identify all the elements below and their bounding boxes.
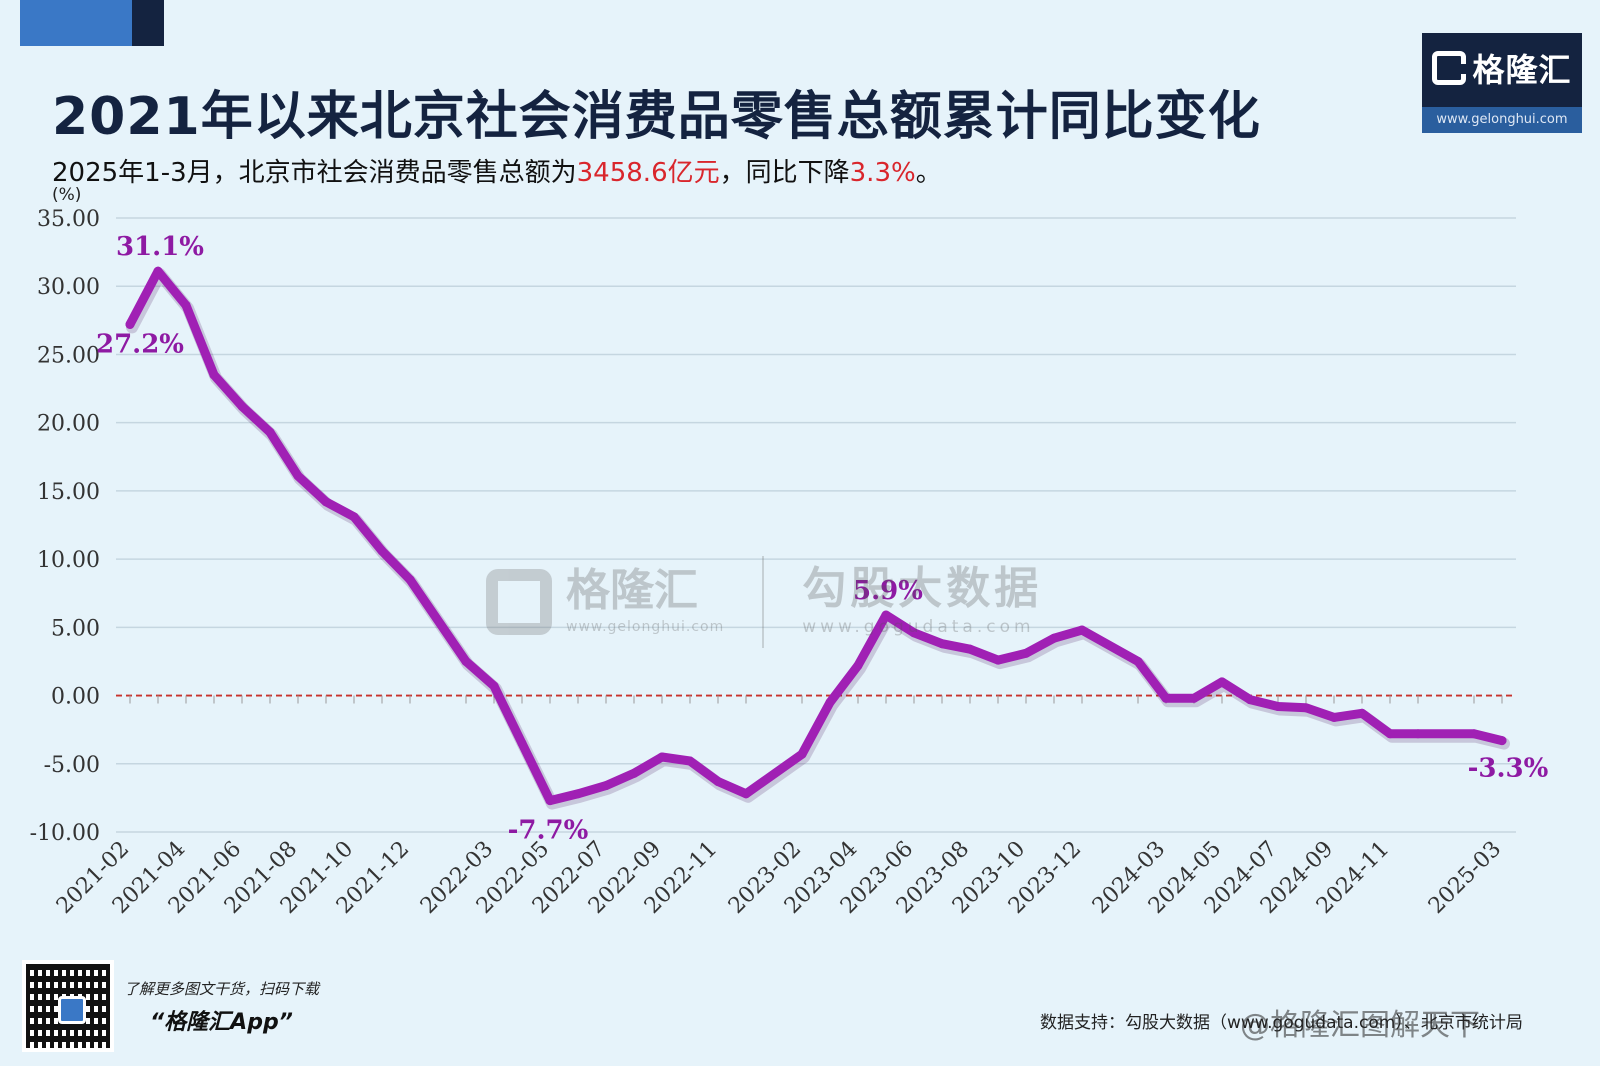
y-tick-label: 5.00: [51, 616, 100, 641]
data-point: [265, 427, 275, 437]
data-point: [293, 471, 303, 481]
y-tick-label: 35.00: [37, 207, 100, 232]
subtitle-text-1: 2025年1-3月，北京市社会消费品零售总额为: [52, 158, 577, 188]
data-point: [461, 656, 471, 666]
data-point: [937, 639, 947, 649]
data-point: [1217, 677, 1227, 687]
data-point: [125, 319, 135, 329]
data-point: [237, 401, 247, 411]
decor-bar-blue: [20, 0, 132, 46]
data-label: 5.9%: [853, 576, 923, 606]
logo-name: 格隆汇: [1472, 51, 1572, 89]
data-point: [1413, 729, 1423, 739]
series-line: [125, 266, 1507, 806]
y-tick-label: 20.00: [37, 412, 100, 437]
y-tick-label: 30.00: [37, 275, 100, 300]
decor-bar-dark: [132, 0, 164, 46]
data-point: [489, 681, 499, 691]
data-point: [993, 655, 1003, 665]
data-point: [153, 266, 163, 276]
data-point: [209, 370, 219, 380]
subtitle-text-2: ，同比下降: [719, 158, 850, 188]
data-point: [825, 697, 835, 707]
data-point: [377, 546, 387, 556]
data-point: [685, 756, 695, 766]
data-label: 31.1%: [116, 232, 204, 262]
data-point: [1357, 708, 1367, 718]
data-point: [909, 628, 919, 638]
promo-text: 了解更多图文干货，扫码下载: [124, 980, 320, 998]
data-point: [1497, 736, 1507, 746]
subtitle-text-3: 。: [915, 158, 942, 188]
data-point: [741, 789, 751, 799]
y-tick-label: 0.00: [51, 685, 100, 710]
data-point: [1049, 633, 1059, 643]
subtitle-value-change: 3.3%: [849, 158, 916, 188]
data-point: [573, 789, 583, 799]
data-point: [1469, 729, 1479, 739]
y-tick-label: 15.00: [37, 480, 100, 505]
data-source: 数据支持：勾股大数据（www.gogudata.com）、北京市统计局: [1040, 1013, 1523, 1033]
data-point: [517, 738, 527, 748]
promo-app-name: “格隆汇App”: [150, 1010, 293, 1035]
data-point: [1273, 701, 1283, 711]
data-point: [965, 644, 975, 654]
data-point: [1189, 693, 1199, 703]
data-label: -3.3%: [1468, 754, 1549, 784]
data-point: [349, 512, 359, 522]
data-label: 27.2%: [96, 329, 184, 359]
data-point: [853, 661, 863, 671]
data-point: [1161, 693, 1171, 703]
data-point: [657, 752, 667, 762]
data-point: [1301, 703, 1311, 713]
data-point: [629, 768, 639, 778]
qr-code: [22, 960, 114, 1052]
page-title: 2021年以来北京社会消费品零售总额累计同比变化: [52, 87, 1261, 147]
y-tick-label: -5.00: [44, 753, 100, 778]
data-point: [1021, 648, 1031, 658]
data-point: [1077, 625, 1087, 635]
data-point: [181, 300, 191, 310]
data-point: [881, 610, 891, 620]
weibo-watermark: @格隆汇图解天下: [1240, 1008, 1480, 1043]
data-point: [321, 497, 331, 507]
y-tick-label: 25.00: [37, 343, 100, 368]
brand-logo: 格隆汇 www.gelonghui.com: [1422, 33, 1582, 133]
data-point: [601, 781, 611, 791]
data-point: [713, 777, 723, 787]
data-point: [1133, 656, 1143, 666]
y-axis-unit-label: (%): [52, 185, 81, 205]
x-tick-label: 2025-03: [1424, 837, 1506, 919]
data-point: [1385, 729, 1395, 739]
data-point: [1245, 695, 1255, 705]
qr-logo-icon: [58, 996, 86, 1024]
logo-url: www.gelonghui.com: [1422, 107, 1582, 133]
y-tick-label: 10.00: [37, 548, 100, 573]
data-point: [1329, 712, 1339, 722]
data-point: [405, 575, 415, 585]
y-tick-label: -10.00: [30, 821, 100, 846]
data-point: [797, 749, 807, 759]
logo-g-icon: [1432, 51, 1467, 85]
subtitle-value-sales: 3458.6亿元: [576, 158, 720, 188]
data-point: [545, 796, 555, 806]
data-label: -7.7%: [508, 816, 589, 846]
page-subtitle: 2025年1-3月，北京市社会消费品零售总额为3458.6亿元，同比下降3.3%…: [52, 152, 942, 189]
